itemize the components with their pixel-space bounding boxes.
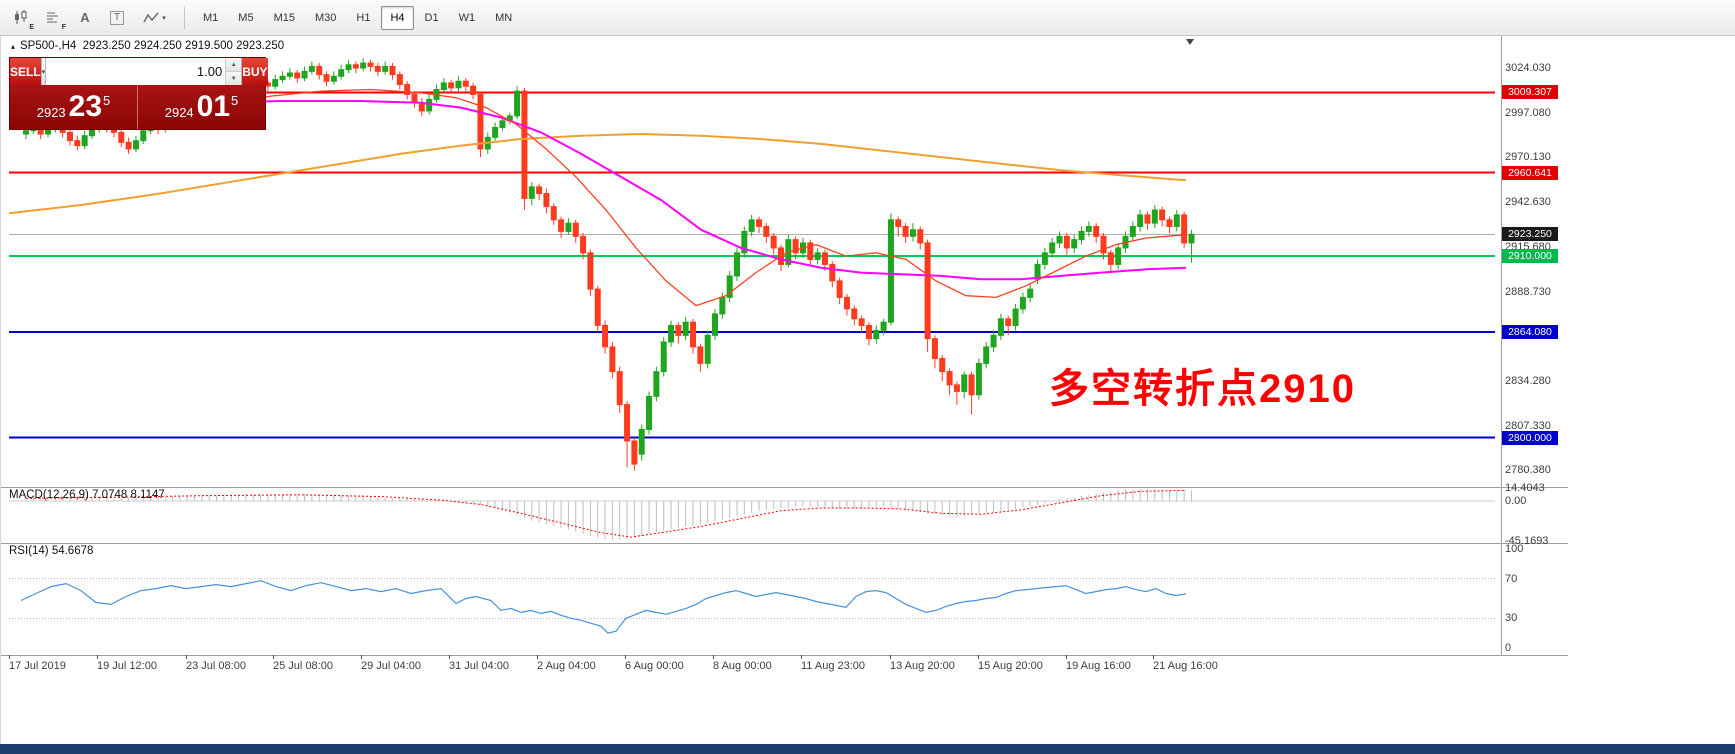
price-badge: 2923.250 xyxy=(1502,227,1558,242)
candlestick-glyph xyxy=(15,9,27,24)
zigzag-glyph xyxy=(143,12,159,22)
rsi-axis-label: 70 xyxy=(1505,573,1518,585)
buy-price-prefix: 2924 xyxy=(164,104,194,120)
trade-prices-row: 2923 23 5 2924 01 5 xyxy=(10,85,265,129)
letter-a-icon[interactable]: A xyxy=(80,10,90,25)
price-axis-label: 2942.630 xyxy=(1505,196,1551,208)
time-axis-label: 25 Jul 08:00 xyxy=(273,660,333,672)
price-axis-label: 2807.330 xyxy=(1505,420,1551,432)
time-axis-label: 17 Jul 2019 xyxy=(9,660,66,672)
rsi-axis-label: 100 xyxy=(1505,543,1524,555)
toolbar-separator xyxy=(184,6,185,29)
timeframe-group: M1 M5 M15 M30 H1 H4 D1 W1 MN xyxy=(193,5,522,30)
volume-decrease-button[interactable]: ▼ xyxy=(226,72,242,85)
timeframe-button-m30[interactable]: M30 xyxy=(314,11,337,24)
volume-stepper: ▲ ▼ xyxy=(225,58,242,85)
price-chart-canvas[interactable] xyxy=(1,36,1568,744)
time-axis-label: 23 Jul 08:00 xyxy=(186,660,246,672)
chevron-down-icon: ▾ xyxy=(41,68,46,76)
collapse-triangle-icon[interactable]: ▴ xyxy=(11,41,16,51)
time-axis-label: 21 Aug 16:00 xyxy=(1153,660,1218,672)
time-axis-label: 15 Aug 20:00 xyxy=(978,660,1043,672)
price-badge: 2910.000 xyxy=(1502,249,1558,264)
chart-ohlc-text: SP500-,H4 2923.250 2924.250 2919.500 292… xyxy=(20,40,285,52)
macd-axis-label: 0.00 xyxy=(1505,495,1527,507)
timeframe-button-mn[interactable]: MN xyxy=(495,11,513,24)
candlestick-chart-icon[interactable]: E xyxy=(6,4,36,32)
time-axis-label: 31 Jul 04:00 xyxy=(449,660,509,672)
timeframe-button-h1[interactable]: H1 xyxy=(356,11,371,24)
volume-input[interactable] xyxy=(46,58,226,85)
buy-price-big: 01 xyxy=(196,90,231,123)
price-badge: 2864.080 xyxy=(1502,324,1558,339)
sell-price-sup: 5 xyxy=(103,92,111,108)
time-axis-label: 8 Aug 00:00 xyxy=(713,660,772,672)
chart-annotation-text: 多空转折点2910 xyxy=(1049,367,1356,411)
price-badge: 2960.641 xyxy=(1502,165,1558,180)
bar-chart-glyph xyxy=(47,12,58,22)
sell-price-big: 23 xyxy=(68,90,103,123)
one-click-trading-panel: SELL ▾ ▲ ▼ BUY 2923 23 5 2924 01 5 xyxy=(9,57,268,130)
icon-sub-label: E xyxy=(29,23,34,31)
buy-button[interactable]: BUY xyxy=(242,58,268,85)
chart-window: ▴ SP500-,H4 2923.250 2924.250 2919.500 2… xyxy=(0,36,1568,744)
rsi-axis-label: 0 xyxy=(1505,642,1512,654)
timeframe-button-h4[interactable]: H4 xyxy=(381,5,414,30)
macd-axis-label: 14.4043 xyxy=(1505,482,1545,494)
time-axis-label: 19 Jul 12:00 xyxy=(97,660,157,672)
chevron-down-icon: ▾ xyxy=(162,14,166,22)
price-badge: 3009.307 xyxy=(1502,85,1558,100)
volume-field-wrap: ▲ ▼ xyxy=(46,58,243,85)
timeframe-button-d1[interactable]: D1 xyxy=(424,11,439,24)
buy-price-sup: 5 xyxy=(231,92,239,108)
top-toolbar: E F A T ▾ M1 M5 M15 M30 H1 H4 D1 W1 MN xyxy=(0,0,1735,36)
order-type-dropdown[interactable]: ▾ xyxy=(40,58,47,85)
sell-button[interactable]: SELL xyxy=(10,58,41,85)
icon-sub-label: F xyxy=(61,23,66,31)
price-axis-label: 2970.130 xyxy=(1505,151,1551,163)
price-badge: 2800.000 xyxy=(1502,430,1558,445)
macd-header: MACD(12,26,9) 7.0748 8.1147 xyxy=(9,489,165,501)
time-axis-label: 19 Aug 16:00 xyxy=(1066,660,1131,672)
sell-price-display[interactable]: 2923 23 5 xyxy=(10,85,138,129)
time-axis-label: 2 Aug 04:00 xyxy=(537,660,596,672)
time-axis-label: 13 Aug 20:00 xyxy=(890,660,955,672)
time-axis-label: 6 Aug 00:00 xyxy=(625,660,684,672)
macd-axis-label: -45.1693 xyxy=(1505,535,1549,547)
timeframe-button-m5[interactable]: M5 xyxy=(238,11,254,24)
trade-controls-row: SELL ▾ ▲ ▼ BUY xyxy=(10,58,268,85)
indicator-zigzag-icon[interactable]: ▾ xyxy=(134,4,174,32)
time-axis-label: 11 Aug 23:00 xyxy=(801,660,866,672)
timeframe-button-w1[interactable]: W1 xyxy=(458,11,476,24)
timeframe-button-m1[interactable]: M1 xyxy=(203,11,219,24)
buy-price-display[interactable]: 2924 01 5 xyxy=(138,85,265,129)
price-axis-label: 2834.280 xyxy=(1505,375,1551,387)
volume-increase-button[interactable]: ▲ xyxy=(226,58,242,72)
price-axis-label: 2888.730 xyxy=(1505,286,1551,298)
bottom-window-edge xyxy=(0,744,1735,754)
bar-chart-icon[interactable]: F xyxy=(38,4,68,32)
rsi-axis-label: 30 xyxy=(1505,612,1518,624)
chart-ohlc-header: ▴ SP500-,H4 2923.250 2924.250 2919.500 2… xyxy=(11,40,284,52)
rsi-header: RSI(14) 54.6678 xyxy=(9,545,94,557)
price-axis-label: 2997.080 xyxy=(1505,107,1551,119)
sell-price-prefix: 2923 xyxy=(36,104,66,120)
text-tool-icon[interactable]: T xyxy=(102,4,132,32)
time-axis-label: 29 Jul 04:00 xyxy=(361,660,421,672)
timeframe-button-m15[interactable]: M15 xyxy=(273,11,295,24)
price-axis-label: 3024.030 xyxy=(1505,62,1551,74)
price-axis-label: 2780.380 xyxy=(1505,464,1551,476)
